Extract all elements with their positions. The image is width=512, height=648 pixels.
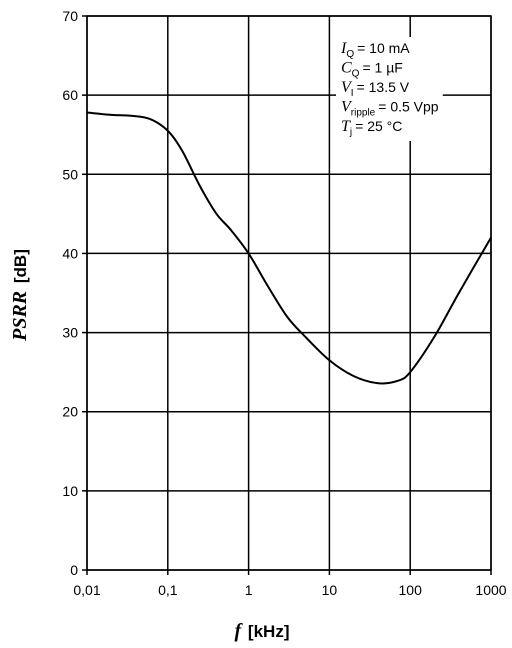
annotation-value: = 0.5 Vpp: [378, 99, 439, 115]
y-tick-label: 70: [62, 8, 78, 24]
x-axis-ticks: 0,01 0,1 1 10 100 1000: [73, 570, 507, 598]
annotation-background: [336, 37, 443, 141]
y-axis-label: PSRR [dB]: [9, 249, 31, 342]
annotation-subscript: Q: [352, 69, 360, 80]
annotation-line: Tj = 25 °C: [341, 118, 402, 138]
annotation-line: VI = 13.5 V: [341, 79, 410, 99]
x-tick-label: 10: [322, 582, 338, 598]
y-axis-ticks: 0 10 20 30 40 50 60 70: [62, 8, 87, 578]
annotation-value: = 13.5 V: [357, 79, 410, 95]
x-tick-label: 0,01: [73, 582, 100, 598]
y-tick-label: 0: [70, 562, 78, 578]
y-axis-unit: [dB]: [11, 249, 30, 283]
annotation-subscript: Q: [346, 49, 354, 60]
annotation-value: = 10 mA: [357, 40, 410, 56]
annotation-symbol: V: [341, 79, 353, 96]
plot-frame: [86, 15, 492, 571]
annotation-line: CQ = 1 µF: [341, 60, 403, 80]
x-tick-label: 100: [399, 582, 423, 598]
annotation-value: = 25 °C: [355, 118, 402, 134]
y-tick-label: 10: [62, 483, 78, 499]
series-layer: [86, 111, 492, 385]
x-axis-unit: [kHz]: [248, 622, 290, 641]
annotation-symbol: T: [341, 118, 351, 135]
annotation-line: IQ = 10 mA: [340, 40, 410, 60]
annotation-value: = 1 µF: [362, 60, 402, 76]
y-tick-label: 60: [62, 87, 78, 103]
annotation-symbol: I: [340, 40, 347, 57]
y-tick-label: 30: [62, 325, 78, 341]
y-tick-label: 20: [62, 404, 78, 420]
y-axis-symbol: PSRR: [9, 291, 31, 342]
annotation-subscript: I: [351, 88, 354, 99]
annotation-line: Vripple = 0.5 Vpp: [341, 99, 439, 119]
x-tick-label: 1: [245, 582, 253, 598]
annotation-symbol: V: [341, 99, 353, 116]
y-tick-label: 50: [62, 166, 78, 182]
x-axis-symbol: f: [235, 620, 244, 642]
x-axis-label: f [kHz]: [235, 620, 290, 642]
annotation-subscript: ripple: [351, 108, 376, 119]
y-tick-label: 40: [62, 245, 78, 261]
x-tick-label: 0,1: [158, 582, 178, 598]
x-tick-label: 1000: [475, 582, 506, 598]
psrr-curve: [86, 111, 492, 385]
annotation-symbol: C: [341, 60, 352, 77]
annotation-subscript: j: [349, 127, 352, 138]
